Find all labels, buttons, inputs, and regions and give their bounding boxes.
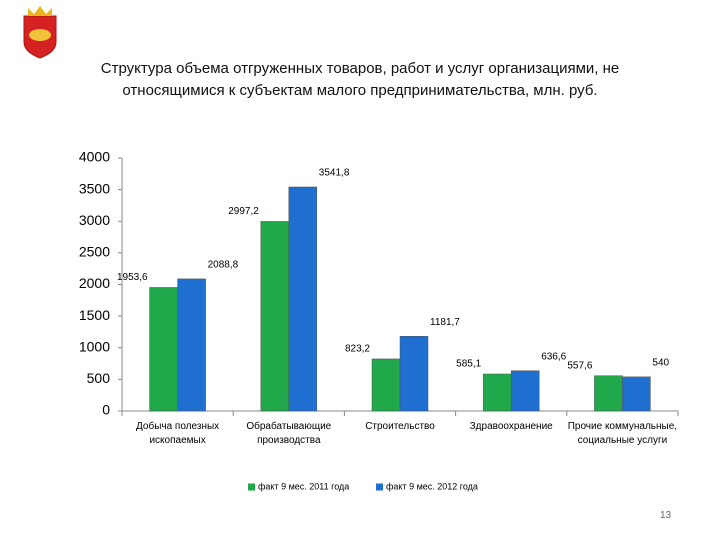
data-label: 2997,2 [228, 206, 259, 217]
bar [622, 376, 651, 412]
data-label: 585,1 [456, 359, 481, 370]
bar [288, 186, 318, 412]
legend-label: факт 9 мес. 2012 года [386, 481, 478, 491]
chart-title: Структура объема отгруженных товаров, ра… [100, 60, 620, 99]
x-tick-label: Добыча полезных ископаемых [136, 421, 220, 446]
data-label: 2088,8 [208, 260, 239, 271]
bar [594, 375, 623, 412]
y-tick-label: 3000 [79, 212, 110, 228]
x-tick-label: Прочие коммунальные, социальные услуги [567, 421, 678, 446]
data-label: 540 [652, 357, 669, 368]
data-label: 1181,7 [430, 317, 460, 328]
bar [482, 373, 512, 412]
y-tick-label: 2000 [79, 275, 110, 291]
bar [177, 278, 206, 412]
bar [260, 221, 290, 412]
data-label: 636,6 [541, 351, 566, 362]
y-tick-label: 4000 [79, 149, 110, 165]
bar [371, 358, 401, 412]
y-tick-label: 500 [87, 370, 111, 386]
y-tick-label: 0 [102, 402, 110, 418]
data-label: 557,6 [567, 360, 592, 371]
x-tick-label: Строительство [365, 421, 435, 432]
data-label: 823,2 [345, 344, 370, 355]
y-tick-label: 3500 [79, 180, 110, 196]
page-number: 13 [660, 510, 672, 521]
legend-swatch [248, 483, 255, 491]
data-label: 1953,6 [117, 272, 148, 283]
y-tick-label: 1500 [79, 307, 110, 323]
bar [510, 370, 540, 412]
legend-swatch [376, 483, 383, 491]
legend-label: факт 9 мес. 2011 года [258, 481, 349, 491]
bar [399, 336, 429, 412]
data-label: 3541,8 [319, 168, 350, 179]
bar [149, 287, 178, 412]
x-tick-label: Здравоохранение [469, 421, 553, 432]
x-tick-label: Обрабатывающие производства [246, 421, 332, 446]
y-tick-label: 2500 [79, 244, 110, 260]
y-tick-label: 1000 [79, 338, 110, 354]
logo [23, 6, 57, 59]
